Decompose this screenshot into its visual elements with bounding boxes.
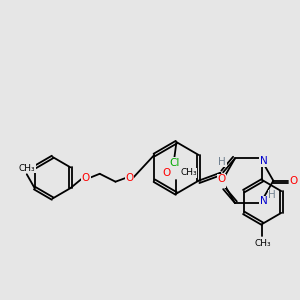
Text: O: O [125, 173, 134, 183]
Text: CH₃: CH₃ [180, 168, 197, 177]
Text: N: N [260, 196, 267, 206]
Text: O: O [82, 173, 90, 183]
Text: H: H [218, 157, 226, 167]
Text: O: O [162, 168, 170, 178]
Text: Cl: Cl [169, 158, 180, 168]
Text: N: N [260, 156, 267, 167]
Text: O: O [217, 174, 225, 184]
Text: H: H [268, 190, 276, 200]
Text: CH₃: CH₃ [19, 164, 35, 173]
Text: O: O [290, 176, 298, 186]
Text: CH₃: CH₃ [254, 239, 271, 248]
Text: O: O [217, 177, 225, 187]
